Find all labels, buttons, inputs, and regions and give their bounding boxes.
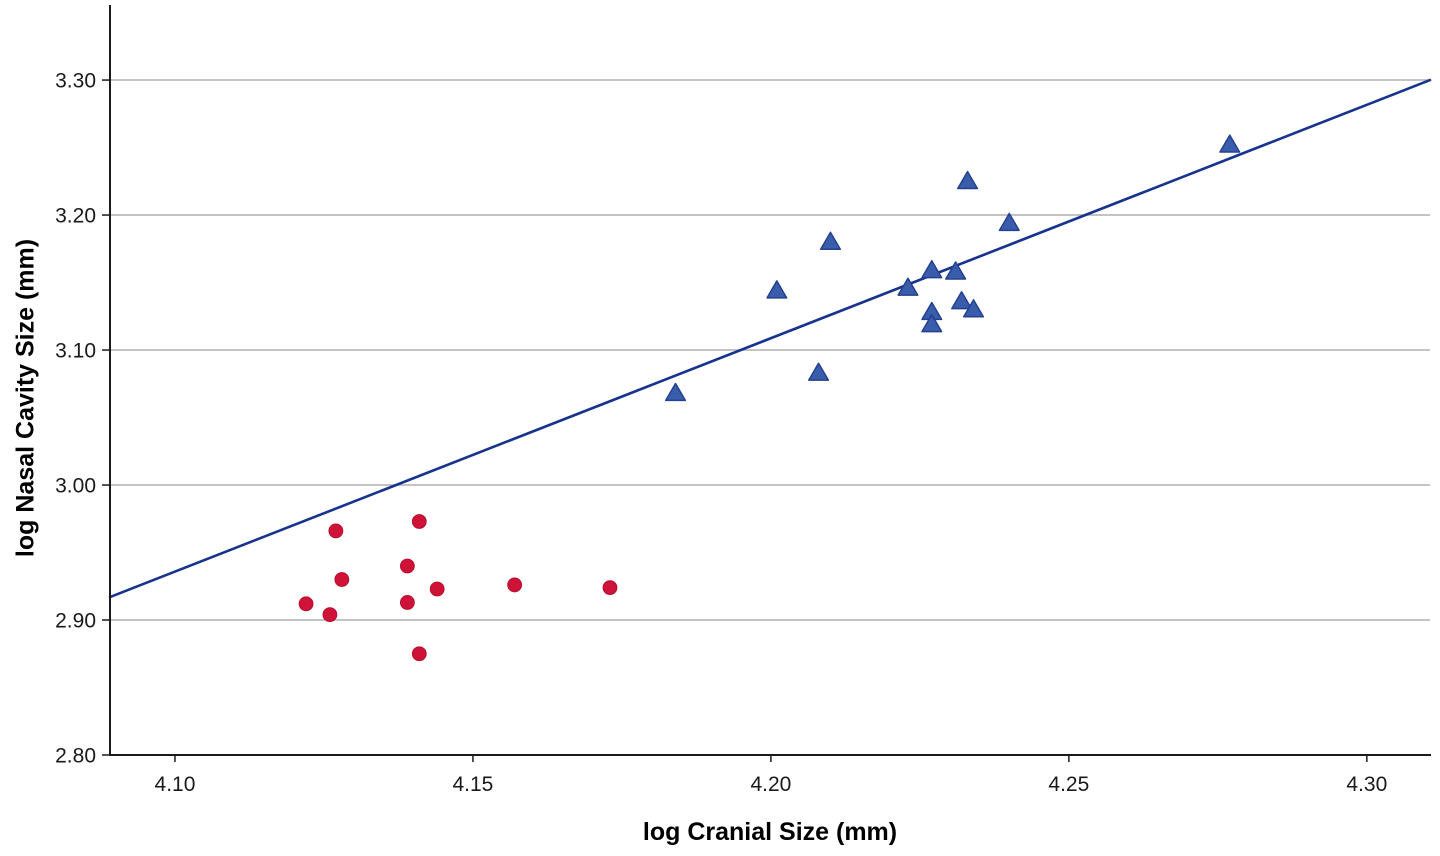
data-point-blue-triangle [897,277,919,296]
data-point-red-circle [429,581,445,597]
y-tick-label: 3.30 [55,70,96,93]
x-tick-label: 4.25 [1048,773,1089,796]
y-axis-title: log Nasal Cavity Size (mm) [11,238,40,558]
x-tick-label: 4.30 [1346,773,1387,796]
data-point-blue-triangle [945,261,967,280]
y-tick-label: 3.10 [55,340,96,363]
data-point-blue-triangle [998,212,1020,232]
data-point-blue-triangle [1219,134,1241,153]
y-tick-label: 2.90 [55,610,96,633]
data-point-blue-triangle [819,231,842,250]
x-axis-title: log Cranial Size (mm) [642,818,898,846]
data-point-blue-triangle [921,259,943,279]
data-point-red-circle [328,523,344,539]
data-point-blue-triangle [921,313,943,333]
data-point-red-circle [411,514,427,529]
data-point-blue-triangle [957,170,979,190]
y-tick-label: 3.00 [55,475,96,498]
x-tick-label: 4.10 [155,773,196,796]
data-point-red-circle [298,596,314,612]
x-tick-label: 4.15 [452,773,493,796]
data-point-red-circle [399,595,415,610]
x-tick-label: 4.20 [750,773,791,796]
data-point-blue-triangle [951,290,973,310]
data-point-blue-triangle [962,299,985,318]
y-tick-label: 3.20 [55,205,96,228]
data-point-blue-triangle [766,280,788,299]
regression-trend-line [108,78,1432,599]
data-point-blue-triangle [664,382,687,402]
data-point-blue-triangle [808,362,830,381]
data-point-red-circle [334,572,350,587]
data-point-red-circle [602,580,618,596]
y-tick-label: 2.80 [55,745,96,768]
data-point-red-circle [411,646,427,662]
data-point-red-circle [322,607,338,623]
data-point-red-circle [507,577,523,593]
data-point-red-circle [399,558,415,574]
